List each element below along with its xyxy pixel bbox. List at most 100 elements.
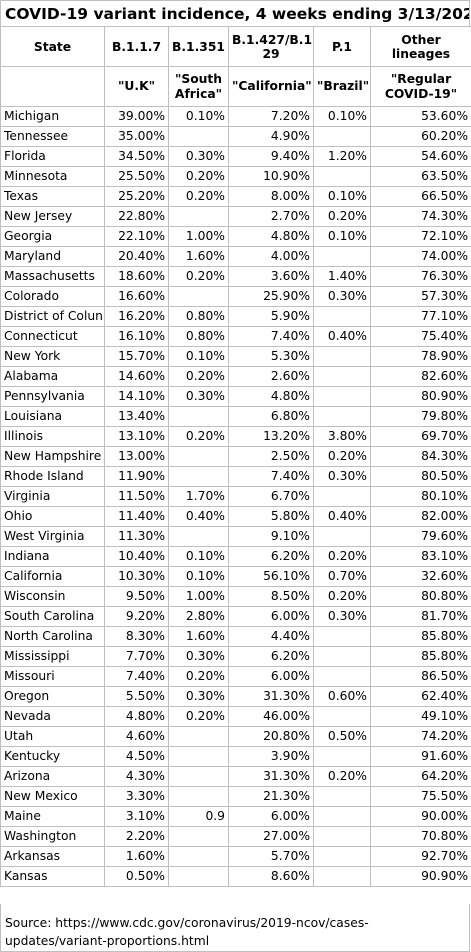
cell-p1[interactable]: 0.20%	[313, 586, 371, 607]
cell-other[interactable]: 83.10%	[370, 546, 471, 567]
cell-b117[interactable]: 14.60%	[104, 366, 169, 387]
cell-b1351[interactable]: 0.10%	[168, 546, 229, 567]
cell-state[interactable]: South Carolina	[0, 606, 105, 627]
cell-b1351[interactable]	[168, 726, 229, 747]
subheader-state[interactable]	[0, 66, 105, 107]
cell-p1[interactable]: 1.40%	[313, 266, 371, 287]
cell-other[interactable]: 80.90%	[370, 386, 471, 407]
cell-other[interactable]: 82.60%	[370, 366, 471, 387]
cell-other[interactable]: 75.40%	[370, 326, 471, 347]
cell-b1427[interactable]: 5.70%	[228, 846, 314, 867]
cell-b1351[interactable]: 1.60%	[168, 626, 229, 647]
cell-b117[interactable]: 14.10%	[104, 386, 169, 407]
header-b117[interactable]: B.1.1.7	[104, 26, 169, 67]
cell-b1427[interactable]: 7.40%	[228, 326, 314, 347]
cell-b117[interactable]: 0.50%	[104, 866, 169, 887]
cell-other[interactable]: 77.10%	[370, 306, 471, 327]
cell-p1[interactable]	[313, 746, 371, 767]
subheader-regular[interactable]: "Regular COVID-19"	[370, 66, 471, 107]
cell-other[interactable]: 78.90%	[370, 346, 471, 367]
cell-state[interactable]: Oregon	[0, 686, 105, 707]
cell-b1427[interactable]: 2.60%	[228, 366, 314, 387]
cell-b1427[interactable]: 8.50%	[228, 586, 314, 607]
cell-b117[interactable]: 9.20%	[104, 606, 169, 627]
cell-b117[interactable]: 11.30%	[104, 526, 169, 547]
cell-b1427[interactable]: 5.90%	[228, 306, 314, 327]
cell-b117[interactable]: 22.10%	[104, 226, 169, 247]
cell-p1[interactable]: 0.20%	[313, 766, 371, 787]
cell-state[interactable]: Mississippi	[0, 646, 105, 667]
cell-state[interactable]: Kentucky	[0, 746, 105, 767]
cell-p1[interactable]	[313, 846, 371, 867]
cell-b1351[interactable]: 0.20%	[168, 266, 229, 287]
cell-p1[interactable]	[313, 646, 371, 667]
cell-other[interactable]: 66.50%	[370, 186, 471, 207]
cell-b1427[interactable]: 8.60%	[228, 866, 314, 887]
cell-b1427[interactable]: 3.90%	[228, 746, 314, 767]
cell-b1427[interactable]: 56.10%	[228, 566, 314, 587]
cell-b1351[interactable]	[168, 286, 229, 307]
cell-b117[interactable]: 20.40%	[104, 246, 169, 267]
cell-state[interactable]: Colorado	[0, 286, 105, 307]
cell-b1351[interactable]	[168, 766, 229, 787]
cell-b117[interactable]: 4.30%	[104, 766, 169, 787]
cell-b117[interactable]: 13.00%	[104, 446, 169, 467]
cell-b117[interactable]: 18.60%	[104, 266, 169, 287]
cell-p1[interactable]	[313, 666, 371, 687]
cell-p1[interactable]: 0.30%	[313, 466, 371, 487]
cell-other[interactable]: 64.20%	[370, 766, 471, 787]
cell-b1427[interactable]: 5.30%	[228, 346, 314, 367]
cell-p1[interactable]	[313, 806, 371, 827]
cell-b1427[interactable]: 4.80%	[228, 386, 314, 407]
cell-other[interactable]: 92.70%	[370, 846, 471, 867]
cell-b1351[interactable]: 1.00%	[168, 586, 229, 607]
subheader-south-africa[interactable]: "South Africa"	[168, 66, 229, 107]
cell-b1427[interactable]: 27.00%	[228, 826, 314, 847]
cell-p1[interactable]	[313, 486, 371, 507]
cell-other[interactable]: 80.80%	[370, 586, 471, 607]
cell-other[interactable]: 53.60%	[370, 106, 471, 127]
cell-state[interactable]: Maryland	[0, 246, 105, 267]
cell-p1[interactable]	[313, 126, 371, 147]
cell-b1427[interactable]: 46.00%	[228, 706, 314, 727]
cell-b117[interactable]: 11.90%	[104, 466, 169, 487]
cell-p1[interactable]	[313, 406, 371, 427]
cell-p1[interactable]	[313, 526, 371, 547]
subheader-california[interactable]: "California"	[228, 66, 314, 107]
cell-b117[interactable]: 9.50%	[104, 586, 169, 607]
cell-b1351[interactable]: 0.30%	[168, 686, 229, 707]
cell-b117[interactable]: 3.10%	[104, 806, 169, 827]
cell-state[interactable]: Connecticut	[0, 326, 105, 347]
cell-state[interactable]: North Carolina	[0, 626, 105, 647]
cell-state[interactable]: New Hampshire	[0, 446, 105, 467]
cell-state[interactable]: Arkansas	[0, 846, 105, 867]
cell-b117[interactable]: 13.10%	[104, 426, 169, 447]
cell-p1[interactable]	[313, 306, 371, 327]
cell-state[interactable]: Washington	[0, 826, 105, 847]
cell-state[interactable]: Pennsylvania	[0, 386, 105, 407]
cell-b117[interactable]: 11.40%	[104, 506, 169, 527]
cell-b1351[interactable]	[168, 826, 229, 847]
cell-b1351[interactable]	[168, 526, 229, 547]
cell-b1351[interactable]: 0.20%	[168, 666, 229, 687]
cell-b1427[interactable]: 13.20%	[228, 426, 314, 447]
cell-b1427[interactable]: 6.00%	[228, 606, 314, 627]
cell-state[interactable]: Maine	[0, 806, 105, 827]
cell-b1351[interactable]: 0.10%	[168, 346, 229, 367]
cell-state[interactable]: Missouri	[0, 666, 105, 687]
cell-other[interactable]: 74.30%	[370, 206, 471, 227]
header-b1427[interactable]: B.1.427/B.1.4 29	[228, 26, 314, 67]
cell-b1427[interactable]: 6.70%	[228, 486, 314, 507]
cell-other[interactable]: 84.30%	[370, 446, 471, 467]
cell-other[interactable]: 81.70%	[370, 606, 471, 627]
cell-other[interactable]: 70.80%	[370, 826, 471, 847]
cell-p1[interactable]	[313, 386, 371, 407]
cell-other[interactable]: 80.10%	[370, 486, 471, 507]
cell-state[interactable]: District of Colun	[0, 306, 105, 327]
cell-b1427[interactable]: 9.10%	[228, 526, 314, 547]
cell-b117[interactable]: 8.30%	[104, 626, 169, 647]
cell-b1351[interactable]: 0.20%	[168, 166, 229, 187]
cell-p1[interactable]: 0.10%	[313, 226, 371, 247]
cell-b117[interactable]: 35.00%	[104, 126, 169, 147]
cell-state[interactable]: Illinois	[0, 426, 105, 447]
